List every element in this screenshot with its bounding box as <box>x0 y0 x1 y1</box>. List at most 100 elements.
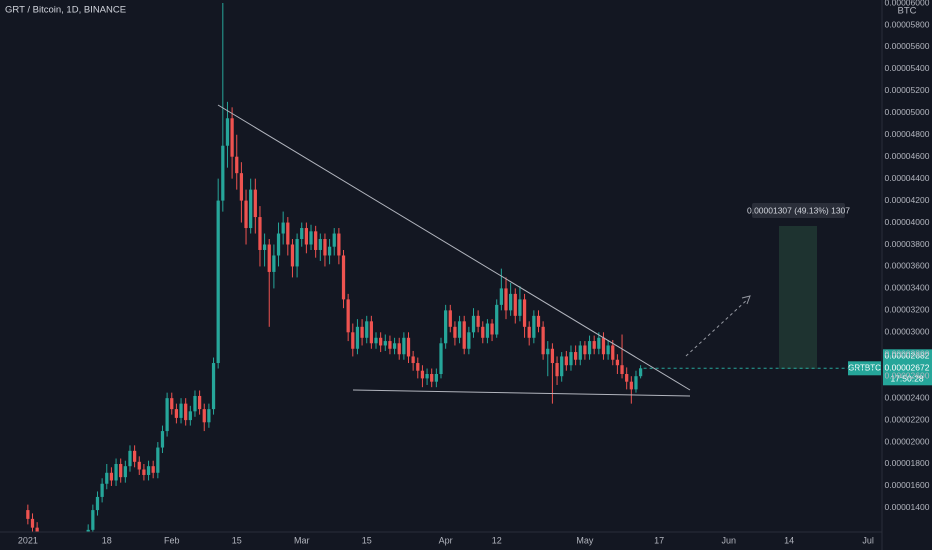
candle-body <box>476 315 480 327</box>
x-tick-label: 18 <box>102 535 112 545</box>
candle-body <box>564 356 568 366</box>
y-tick-label: 0.00005800 <box>885 19 930 29</box>
candle-body <box>346 299 350 333</box>
x-tick-label: Jun <box>722 535 737 545</box>
measure-label: 0.00001307 (49.13%) 1307 <box>747 205 850 215</box>
candle-body <box>281 222 285 234</box>
candle-body <box>91 510 95 530</box>
candle-body <box>197 395 202 410</box>
candle-body <box>267 244 271 272</box>
candle-body <box>244 200 248 229</box>
symbol-box <box>848 361 881 376</box>
candle-body <box>262 244 267 250</box>
candle-body <box>425 374 429 379</box>
y-tick-label: 0.00003400 <box>885 283 930 293</box>
candle-body <box>383 341 387 346</box>
candle-body <box>216 200 220 364</box>
y-tick-label: 0.00004000 <box>885 217 930 227</box>
candle-body <box>583 345 587 355</box>
arrow-head <box>741 295 751 305</box>
candle-body <box>420 370 425 379</box>
candle-body <box>355 326 360 349</box>
candle-body <box>235 156 239 174</box>
candle-body <box>509 293 513 311</box>
projection-arrow <box>685 298 749 357</box>
candle-body <box>402 337 406 355</box>
candle-body <box>239 173 244 201</box>
x-tick-label: 17 <box>654 535 664 545</box>
candle-body <box>397 343 401 355</box>
candle-body <box>592 341 596 349</box>
candle-body <box>634 376 638 390</box>
candle-body <box>471 315 476 333</box>
candle-body <box>555 363 559 377</box>
y-tick-label: 0.00002000 <box>885 436 930 446</box>
candle-body <box>314 231 318 250</box>
x-tick-label: 15 <box>232 535 242 545</box>
x-tick-label: Jul <box>862 535 874 545</box>
x-tick-label: 14 <box>784 535 794 545</box>
candle-body <box>481 326 485 338</box>
candle-body <box>286 222 290 245</box>
x-tick-label: 15 <box>362 535 372 545</box>
candle-body <box>146 466 151 475</box>
y-tick-label: 0.00005000 <box>885 107 930 117</box>
candle-body <box>444 310 448 344</box>
candle-body <box>550 348 555 364</box>
candle-body <box>188 411 192 421</box>
candle-body <box>453 326 457 338</box>
candle-body <box>513 293 517 316</box>
y-tick-label: 0.00004600 <box>885 151 930 161</box>
candle-body <box>615 359 620 366</box>
candle-body <box>573 352 578 360</box>
candle-body <box>597 337 601 349</box>
candle-body <box>379 337 383 346</box>
candle-body <box>388 341 392 349</box>
candle-body <box>300 228 304 240</box>
candle-body <box>546 348 550 355</box>
candle-body <box>114 463 118 481</box>
candle-body <box>360 326 364 338</box>
y-tick-label: 0.00005200 <box>885 85 930 95</box>
candle-body <box>119 463 123 478</box>
candle-body <box>202 409 206 423</box>
candle-body <box>374 337 378 344</box>
y-tick-label: 0.00004400 <box>885 173 930 183</box>
price-label: 0.00002672 <box>885 363 930 373</box>
candle-body <box>620 365 624 375</box>
candle-body <box>165 398 169 432</box>
candle-body <box>174 409 179 418</box>
candle-body <box>207 409 211 423</box>
candle-body <box>193 395 197 412</box>
candle-body <box>416 363 420 371</box>
y-tick-label: 0.00003800 <box>885 239 930 249</box>
candle-body <box>253 189 257 218</box>
candle-body <box>318 239 322 250</box>
candle-body <box>160 431 165 448</box>
candle-body <box>611 345 615 360</box>
candle-body <box>369 321 373 344</box>
candle-body <box>434 374 438 382</box>
plot-area <box>26 3 643 532</box>
candle-body <box>569 352 573 366</box>
candle-body <box>221 145 225 201</box>
candle-body <box>522 299 527 327</box>
target-box <box>779 226 817 369</box>
candle-body <box>365 321 369 338</box>
x-tick-label: Feb <box>164 535 180 545</box>
x-tick-label: 12 <box>492 535 502 545</box>
candle-body <box>35 527 39 532</box>
candle-body <box>638 368 643 377</box>
candle-body <box>272 255 276 272</box>
candle-body <box>100 483 104 497</box>
candle-body <box>337 233 341 256</box>
candle-body <box>495 304 499 335</box>
candle-body <box>109 472 114 481</box>
candle-body <box>578 345 582 360</box>
candle-body <box>457 321 462 338</box>
candle-body <box>439 343 443 375</box>
candle-body <box>332 233 336 247</box>
support-line <box>352 389 691 397</box>
candle-body <box>137 461 141 470</box>
